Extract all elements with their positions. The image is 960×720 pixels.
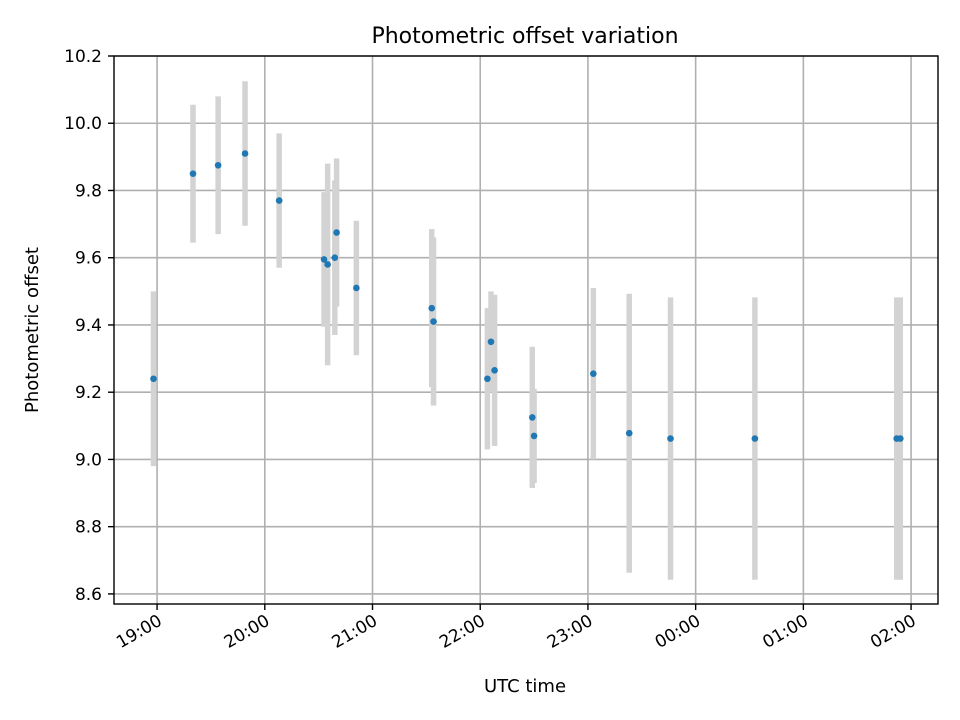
data-point — [751, 435, 759, 442]
data-point — [897, 435, 904, 442]
data-points — [150, 150, 904, 442]
x-tick-label: 22:00 — [436, 611, 488, 653]
x-axis: 19:00 20:00 21:00 22:00 23:00 00:00 01:00 02:00 — [113, 604, 920, 653]
data-point — [487, 338, 495, 346]
plot-frame — [113, 55, 939, 605]
data-point — [667, 435, 674, 442]
data-point — [275, 197, 283, 204]
x-tick-label: 21:00 — [329, 611, 381, 653]
data-point — [150, 375, 157, 383]
y-tick-label: 9.6 — [75, 249, 102, 269]
x-tick-label: 01:00 — [759, 611, 811, 653]
y-tick-label: 10.0 — [64, 114, 102, 134]
data-point — [214, 161, 222, 169]
data-point — [241, 150, 249, 157]
x-axis-label: UTC time — [484, 676, 566, 697]
y-tick-label: 9.0 — [75, 450, 102, 470]
x-tick-label: 00:00 — [652, 611, 704, 653]
data-point — [430, 318, 437, 325]
chart-title: Photometric offset variation — [371, 24, 678, 49]
y-axis: 8.6 8.8 9.0 9.2 9.4 9.6 9.8 10.0 10.2 — [64, 47, 114, 605]
data-point — [491, 367, 498, 374]
data-point — [484, 375, 491, 383]
data-point — [353, 284, 360, 292]
y-tick-label: 9.2 — [75, 383, 102, 403]
y-tick-label: 9.8 — [75, 181, 102, 201]
y-axis-label: Photometric offset — [22, 247, 43, 413]
y-tick-label: 9.4 — [75, 316, 102, 336]
data-point — [530, 432, 538, 440]
grid — [114, 55, 938, 604]
x-tick-label: 02:00 — [867, 611, 919, 653]
x-tick-label: 23:00 — [544, 611, 596, 653]
data-point — [625, 429, 633, 437]
data-point — [320, 256, 328, 263]
data-point — [189, 170, 197, 177]
data-point — [333, 229, 340, 236]
data-point — [331, 254, 339, 262]
data-point — [324, 261, 331, 268]
y-tick-label: 8.6 — [75, 585, 102, 605]
y-tick-label: 10.2 — [64, 47, 102, 67]
y-tick-label: 8.8 — [75, 518, 102, 538]
x-tick-label: 20:00 — [221, 611, 273, 653]
data-point — [428, 304, 436, 312]
data-point — [590, 370, 597, 378]
data-point — [528, 414, 536, 421]
x-tick-label: 19:00 — [113, 611, 165, 653]
